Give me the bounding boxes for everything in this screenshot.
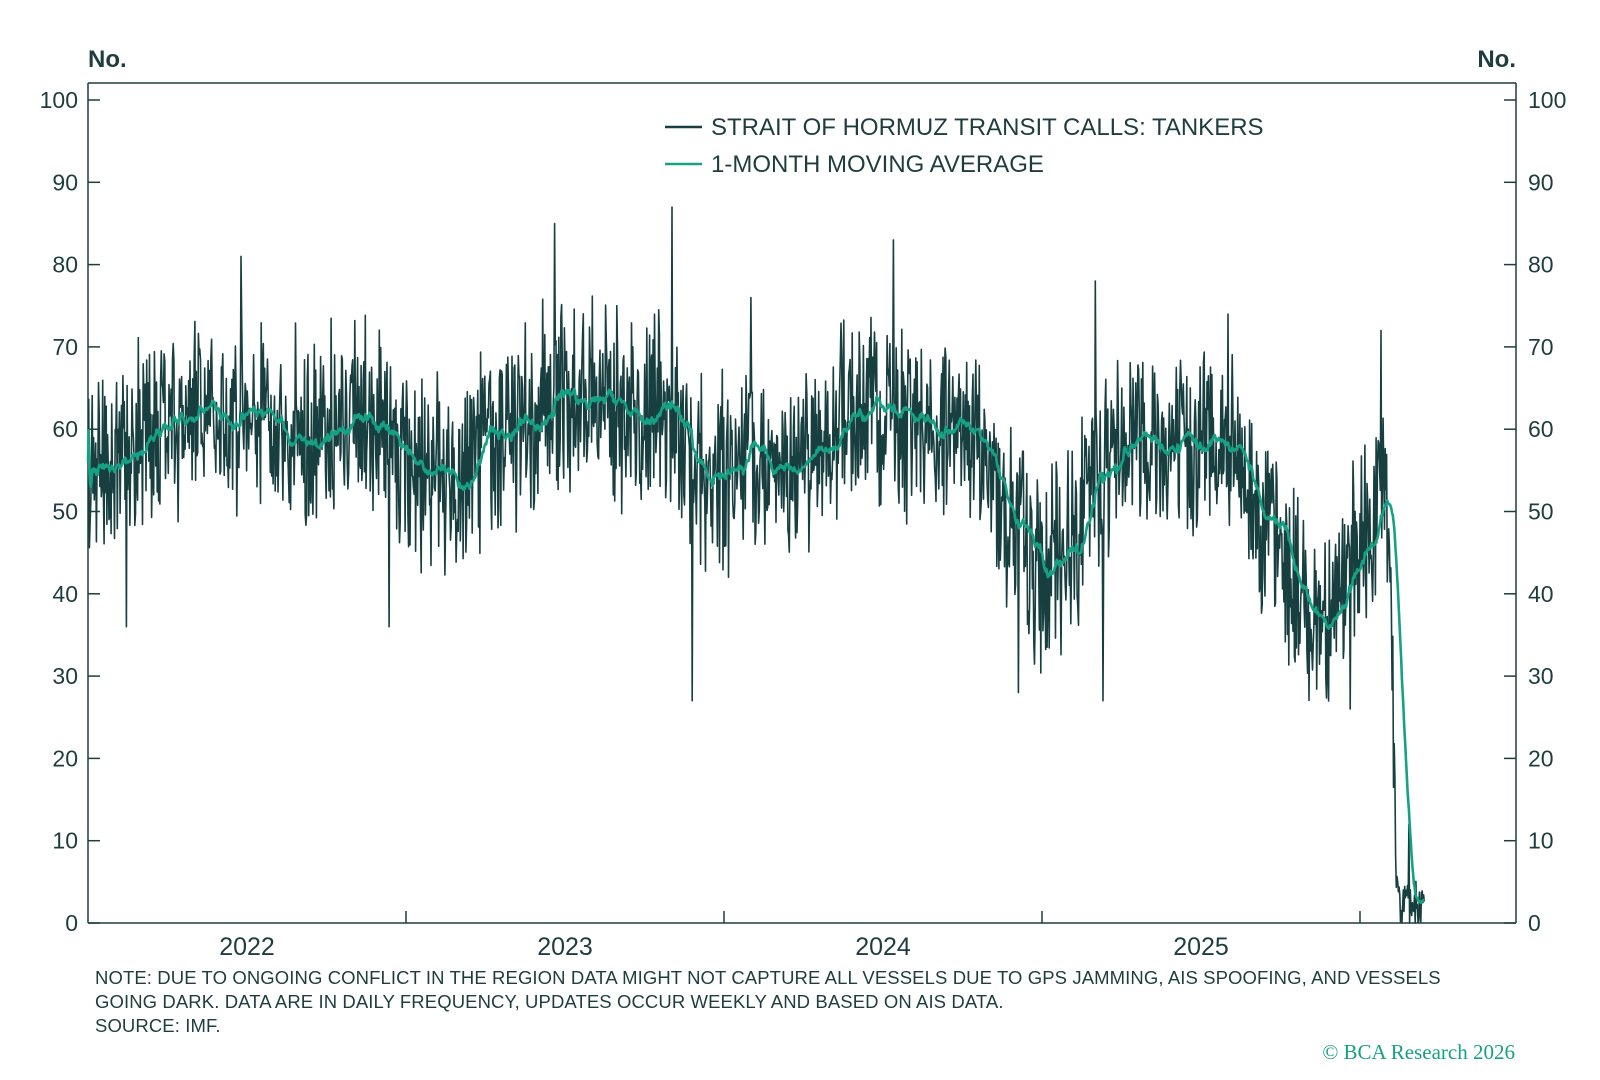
- x-label-2024: 2024: [855, 933, 911, 961]
- copyright-bca: © BCA Research 2026: [1322, 1040, 1515, 1064]
- note-line-2: GOING DARK. DATA ARE IN DAILY FREQUENCY,…: [95, 991, 1004, 1012]
- plot-frame: [87, 82, 1517, 924]
- y-tick-label-right-100: 100: [1528, 87, 1566, 113]
- x-axis-ticks: [405, 911, 1361, 923]
- chart-note: NOTE: DUE TO ONGOING CONFLICT IN THE REG…: [95, 966, 1515, 1038]
- y-tick-label-left-40: 40: [52, 581, 78, 607]
- series-daily-tanker-transits: [87, 206, 1426, 924]
- y-tick-label-right-40: 40: [1528, 581, 1554, 607]
- right-axis-unit: No.: [1477, 46, 1516, 73]
- y-tick-label-right-20: 20: [1528, 745, 1554, 771]
- y-tick-label-right-50: 50: [1528, 499, 1554, 525]
- note-source: SOURCE: IMF.: [95, 1015, 221, 1036]
- y-tick-label-right-80: 80: [1528, 252, 1554, 278]
- series-moving-average: [86, 387, 1425, 904]
- note-line-1: NOTE: DUE TO ONGOING CONFLICT IN THE REG…: [95, 967, 1441, 988]
- y-tick-label-left-80: 80: [52, 252, 78, 278]
- y-tick-label-left-50: 50: [52, 499, 78, 525]
- y-tick-label-left-100: 100: [40, 87, 78, 113]
- y-tick-label-left-70: 70: [52, 334, 78, 360]
- x-label-2025: 2025: [1173, 933, 1229, 961]
- y-tick-label-left-60: 60: [52, 416, 78, 442]
- y-tick-label-left-20: 20: [52, 745, 78, 771]
- y-tick-label-left-0: 0: [65, 910, 78, 936]
- y-tick-label-left-90: 90: [52, 169, 78, 195]
- legend-label-daily: STRAIT OF HORMUZ TRANSIT CALLS: TANKERS: [711, 114, 1264, 141]
- left-axis-unit: No.: [88, 46, 127, 73]
- y-tick-label-right-70: 70: [1528, 334, 1554, 360]
- legend-label-ma: 1-MONTH MOVING AVERAGE: [711, 151, 1044, 178]
- y-tick-label-right-60: 60: [1528, 416, 1554, 442]
- y-tick-label-right-90: 90: [1528, 169, 1554, 195]
- y-tick-label-right-10: 10: [1528, 828, 1554, 854]
- x-label-2023: 2023: [537, 933, 593, 961]
- x-label-2022: 2022: [219, 933, 275, 961]
- y-tick-label-left-30: 30: [52, 663, 78, 689]
- legend: STRAIT OF HORMUZ TRANSIT CALLS: TANKERS …: [665, 114, 1264, 178]
- y-tick-label-left-10: 10: [52, 828, 78, 854]
- y-tick-label-right-30: 30: [1528, 663, 1554, 689]
- y-axis-ticks: 0 0 10 10 20 20 30 30 40 40 50 50 60 60 70 70 80 80 90 90 10…: [40, 87, 1567, 936]
- x-tick-labels: 2022 2023 2024 2025: [219, 933, 1229, 961]
- y-tick-label-right-0: 0: [1528, 910, 1541, 936]
